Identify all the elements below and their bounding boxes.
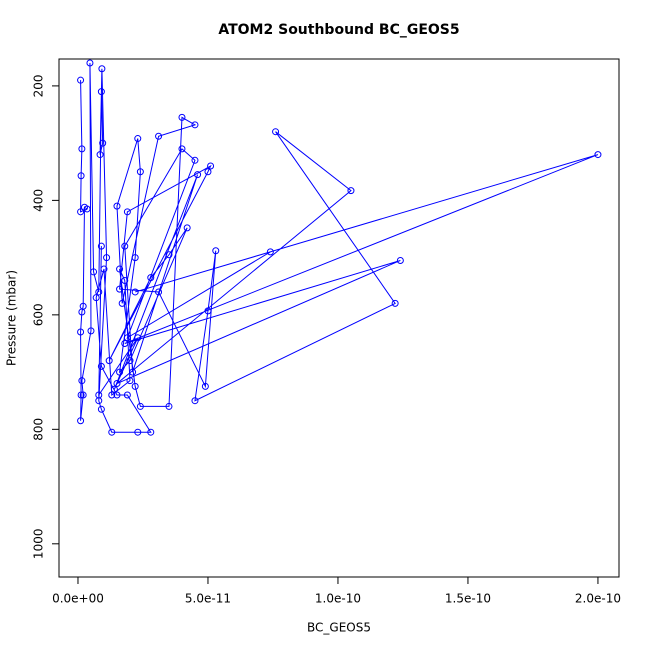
point bbox=[113, 380, 121, 388]
point bbox=[191, 121, 199, 129]
point bbox=[136, 168, 144, 176]
point bbox=[155, 132, 163, 140]
y-tick-label: 400 bbox=[32, 189, 46, 212]
point bbox=[108, 391, 116, 399]
point bbox=[183, 224, 191, 232]
point bbox=[121, 339, 129, 347]
point bbox=[78, 308, 86, 316]
point bbox=[98, 65, 106, 73]
point bbox=[105, 357, 113, 365]
point bbox=[396, 256, 404, 264]
point bbox=[147, 428, 155, 436]
point bbox=[204, 168, 212, 176]
point bbox=[87, 327, 95, 335]
point bbox=[123, 208, 131, 216]
point bbox=[80, 203, 88, 211]
point bbox=[95, 391, 103, 399]
point bbox=[165, 402, 173, 410]
point bbox=[108, 428, 116, 436]
point bbox=[97, 362, 105, 370]
point bbox=[90, 268, 98, 276]
y-axis-label: Pressure (mbar) bbox=[5, 270, 19, 366]
point bbox=[77, 391, 85, 399]
x-tick-label: 1.0e-10 bbox=[315, 592, 361, 606]
point bbox=[77, 172, 85, 180]
point bbox=[212, 247, 220, 255]
point bbox=[99, 139, 107, 147]
point bbox=[178, 113, 186, 121]
point bbox=[272, 128, 280, 136]
point bbox=[113, 202, 121, 210]
x-tick-label: 2.0e-10 bbox=[575, 592, 621, 606]
point bbox=[97, 405, 105, 413]
point bbox=[136, 402, 144, 410]
point bbox=[97, 242, 105, 250]
point bbox=[121, 277, 129, 285]
point bbox=[78, 377, 86, 385]
point bbox=[207, 162, 215, 170]
point bbox=[79, 391, 87, 399]
point bbox=[77, 208, 85, 216]
point bbox=[123, 391, 131, 399]
point bbox=[191, 156, 199, 164]
y-tick-label: 600 bbox=[32, 303, 46, 326]
point bbox=[110, 385, 118, 393]
point bbox=[92, 294, 100, 302]
point bbox=[165, 251, 173, 259]
point bbox=[77, 76, 85, 84]
point bbox=[191, 397, 199, 405]
x-tick-label: 5.0e-11 bbox=[185, 592, 231, 606]
point bbox=[77, 328, 85, 336]
series-line bbox=[80, 62, 599, 433]
point bbox=[131, 288, 139, 296]
point bbox=[129, 368, 137, 376]
x-tick-label: 0.0e+00 bbox=[52, 592, 104, 606]
plot-frame bbox=[58, 58, 620, 578]
point bbox=[86, 59, 94, 67]
point bbox=[147, 274, 155, 282]
point bbox=[96, 151, 104, 159]
point bbox=[131, 254, 139, 262]
point bbox=[204, 307, 212, 315]
point bbox=[155, 288, 163, 296]
point bbox=[266, 248, 274, 256]
point bbox=[123, 334, 131, 342]
x-axis-label: BC_GEOS5 bbox=[307, 621, 371, 635]
point bbox=[134, 428, 142, 436]
y-tick-label: 1000 bbox=[32, 529, 46, 560]
y-tick-label: 800 bbox=[32, 418, 46, 441]
point bbox=[77, 417, 85, 425]
point bbox=[178, 145, 186, 153]
y-tick-label: 200 bbox=[32, 74, 46, 97]
point bbox=[116, 368, 124, 376]
point bbox=[116, 285, 124, 293]
point bbox=[347, 187, 355, 195]
point bbox=[121, 242, 129, 250]
point bbox=[95, 288, 103, 296]
point bbox=[103, 254, 111, 262]
point bbox=[134, 135, 142, 143]
point bbox=[78, 145, 86, 153]
point bbox=[131, 382, 139, 390]
x-tick-label: 1.5e-10 bbox=[445, 592, 491, 606]
point bbox=[391, 299, 399, 307]
point bbox=[594, 151, 602, 159]
point bbox=[118, 299, 126, 307]
point bbox=[126, 377, 134, 385]
point bbox=[100, 265, 108, 273]
chart-title: ATOM2 Southbound BC_GEOS5 bbox=[218, 22, 459, 38]
point bbox=[194, 171, 202, 179]
point bbox=[113, 391, 121, 399]
point bbox=[134, 334, 142, 342]
point bbox=[116, 265, 124, 273]
point bbox=[97, 88, 105, 96]
point bbox=[126, 357, 134, 365]
point bbox=[201, 382, 209, 390]
